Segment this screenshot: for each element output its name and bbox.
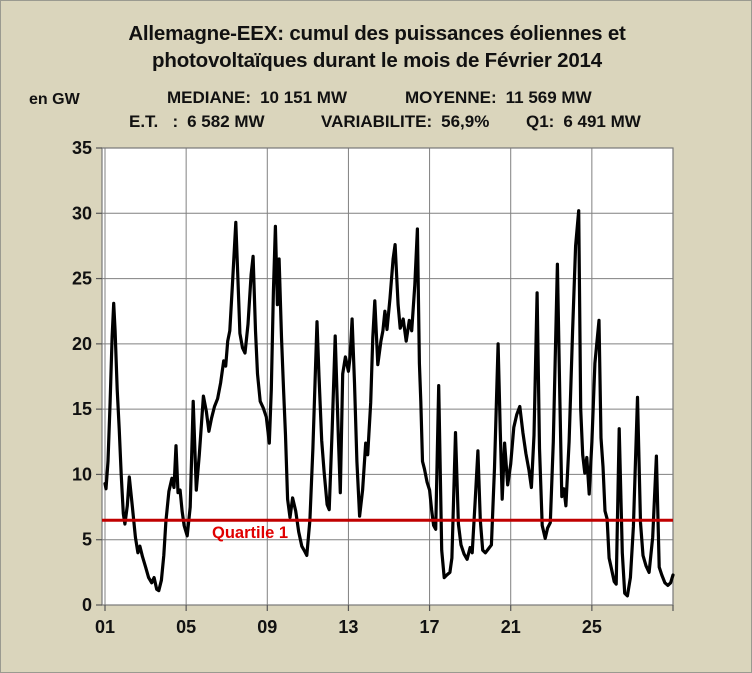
- x-tick-label: 13: [338, 617, 358, 637]
- stat-variabilite-label: VARIABILITE:: [321, 112, 433, 131]
- y-tick-label: 10: [72, 464, 92, 484]
- stat-variabilite-value: 56,9%: [441, 112, 490, 131]
- stat-mediane-value: 10 151 MW: [260, 88, 347, 107]
- y-tick-label: 35: [72, 138, 92, 158]
- stat-ecart-type-label: E.T. :: [129, 112, 179, 131]
- plot-frame: [101, 147, 674, 606]
- stat-q1-value: 6 491 MW: [563, 112, 641, 131]
- y-axis-unit-label: en GW: [29, 91, 80, 108]
- stat-q1: Q1: 6 491 MW: [526, 112, 641, 132]
- stat-moyenne-value: 11 569 MW: [505, 88, 592, 107]
- y-tick-label: 0: [82, 595, 92, 615]
- stat-mediane: MEDIANE: 10 151 MW: [167, 88, 347, 108]
- x-tick-label: 25: [582, 617, 602, 637]
- x-tick-label: 09: [257, 617, 277, 637]
- y-tick-label: 15: [72, 399, 92, 419]
- stat-ecart-type: E.T. : 6 582 MW: [129, 112, 265, 132]
- stat-moyenne-label: MOYENNE:: [405, 88, 497, 107]
- stat-moyenne: MOYENNE: 11 569 MW: [405, 88, 592, 108]
- y-tick-label: 20: [72, 334, 92, 354]
- stat-mediane-label: MEDIANE:: [167, 88, 252, 107]
- x-tick-label: 17: [420, 617, 440, 637]
- chart-title: Allemagne-EEX: cumul des puissances éoli…: [1, 20, 751, 74]
- x-tick-label: 05: [176, 617, 196, 637]
- stats-row-1: MEDIANE: 10 151 MW MOYENNE: 11 569 MW: [1, 88, 751, 108]
- chart-title-line1: Allemagne-EEX: cumul des puissances éoli…: [128, 22, 626, 45]
- stat-variabilite: VARIABILITE: 56,9%: [321, 112, 489, 132]
- stat-ecart-type-value: 6 582 MW: [187, 112, 265, 131]
- y-tick-label: 25: [72, 269, 92, 289]
- x-tick-label: 01: [95, 617, 115, 637]
- y-tick-label: 5: [82, 530, 92, 550]
- quartile1-line-label: Quartile 1: [212, 524, 289, 542]
- stat-q1-label: Q1:: [526, 112, 555, 131]
- y-tick-label: 30: [72, 203, 92, 223]
- stats-row-2: E.T. : 6 582 MW VARIABILITE: 56,9% Q1: 6 49…: [1, 112, 751, 132]
- chart-title-line2: photovoltaïques durant le mois de Févrie…: [152, 49, 602, 72]
- x-tick-label: 21: [501, 617, 521, 637]
